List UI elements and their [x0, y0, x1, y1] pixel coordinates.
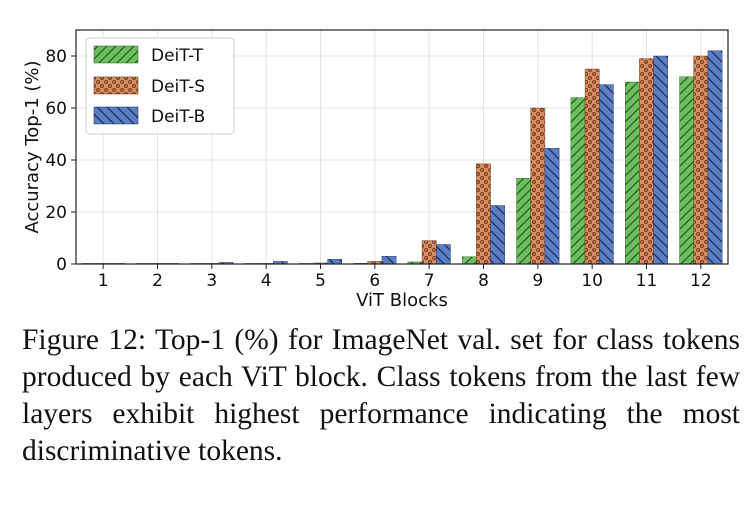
bar-deit-t-block-9 — [516, 177, 531, 265]
x-tick-label: 2 — [152, 271, 163, 291]
y-tick-label: 0 — [56, 255, 67, 275]
bar-deit-s-block-8 — [476, 163, 491, 265]
plot-frame — [75, 29, 729, 265]
x-tick-label: 7 — [424, 271, 435, 291]
bar-deit-s-block-7 — [421, 240, 437, 265]
bar-deit-t-block-11 — [625, 81, 640, 265]
y-tick-label: 60 — [45, 99, 67, 119]
x-tick-label: 3 — [206, 271, 217, 291]
legend-label-deit-t: DeiT-T — [151, 46, 204, 66]
y-axis-label: Accuracy Top-1 (%) — [22, 60, 43, 233]
bar-deit-s-block-12 — [693, 55, 709, 265]
x-axis-label: ViT Blocks — [356, 290, 448, 311]
bar-deit-s-block-10 — [584, 68, 600, 265]
x-tick-label: 12 — [690, 271, 712, 291]
bar-deit-t-block-8 — [462, 256, 477, 265]
legend-label-deit-s: DeiT-S — [151, 77, 205, 97]
x-tick-label: 6 — [369, 271, 380, 291]
bar-deit-b-block-11 — [653, 55, 668, 265]
bar-deit-b-block-7 — [436, 244, 451, 265]
bar-deit-b-block-6 — [381, 256, 397, 265]
x-tick-label: 9 — [532, 271, 543, 291]
y-tick-label: 20 — [45, 203, 67, 223]
y-tick-label: 80 — [45, 47, 67, 67]
figure-caption: Figure 12: Top-1 (%) for ImageNet val. s… — [22, 324, 740, 467]
y-tick-label: 40 — [45, 151, 67, 171]
bar-deit-s-block-9 — [530, 107, 546, 265]
legend-swatch-deit-b — [93, 106, 139, 125]
x-tick-label: 11 — [636, 271, 658, 291]
bar-deit-b-block-8 — [490, 205, 506, 265]
bar-deit-s-block-11 — [639, 58, 654, 265]
bar-deit-b-block-10 — [599, 84, 614, 265]
legend: DeiT-T DeiT-S DeiT-B — [85, 37, 235, 135]
bar-deit-b-block-5 — [327, 259, 343, 265]
legend-swatch-deit-s — [93, 76, 139, 95]
bar-deit-b-block-12 — [707, 50, 723, 265]
x-tick-label: 4 — [261, 271, 272, 291]
bar-deit-b-block-9 — [544, 148, 560, 265]
x-tick-label: 8 — [478, 271, 489, 291]
legend-label-deit-b: DeiT-B — [151, 107, 205, 127]
bar-deit-t-block-12 — [679, 76, 694, 265]
x-tick-label: 10 — [581, 271, 603, 291]
bar-deit-t-block-10 — [570, 97, 586, 265]
x-tick-label: 5 — [315, 271, 326, 291]
x-tick-label: 1 — [98, 271, 109, 291]
bars — [81, 50, 723, 265]
legend-swatch-deit-t — [93, 45, 139, 64]
